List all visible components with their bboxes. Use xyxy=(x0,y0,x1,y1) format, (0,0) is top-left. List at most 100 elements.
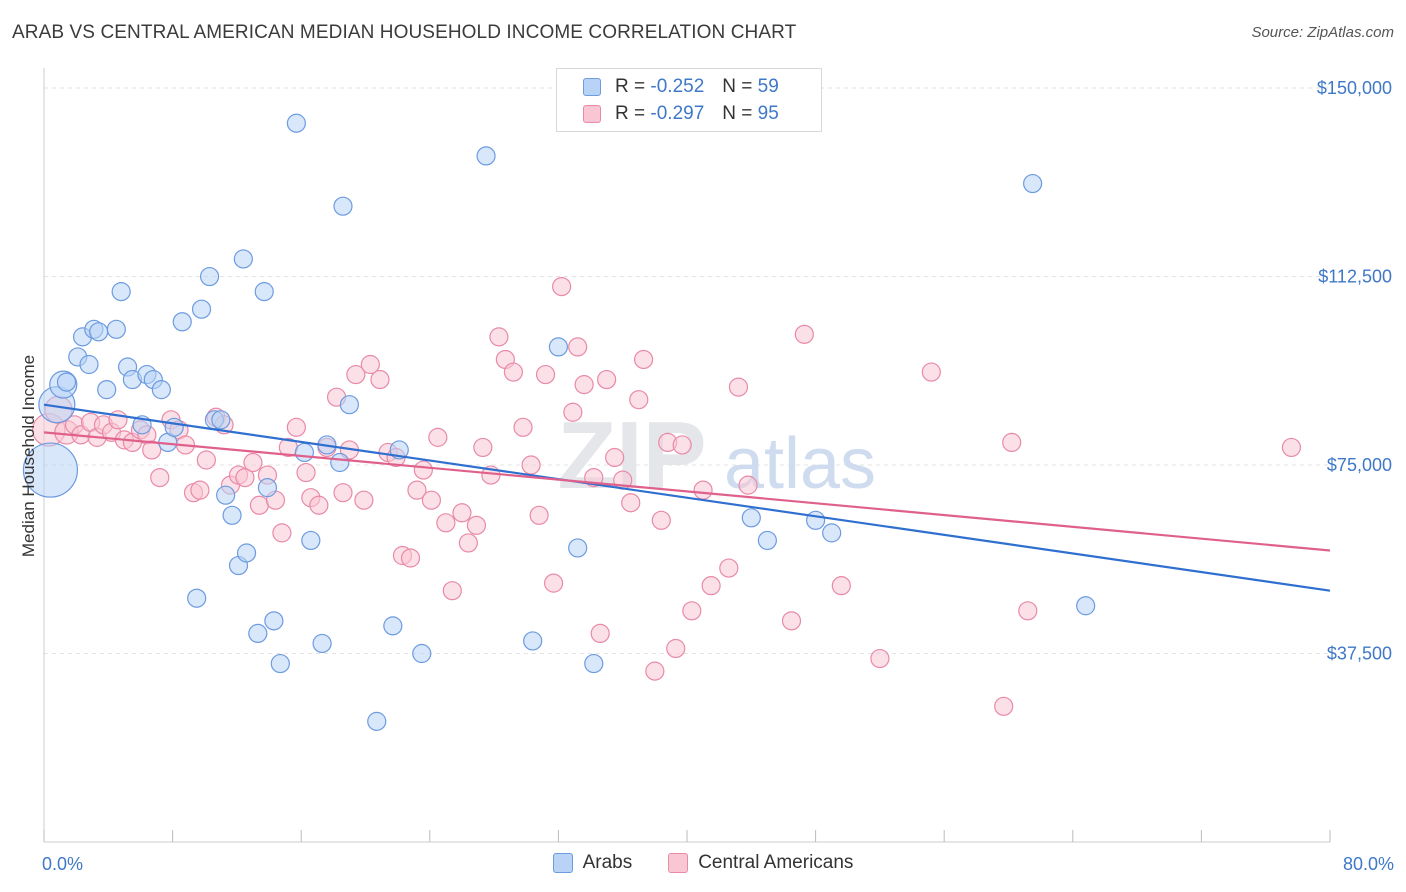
central-american-point xyxy=(605,447,625,468)
arab-point xyxy=(476,146,496,166)
arab-point xyxy=(111,282,131,302)
central-american-point xyxy=(333,483,353,503)
arab-point xyxy=(548,337,569,357)
y-axis-label: Median Household Income xyxy=(19,355,38,557)
arab-point xyxy=(164,417,184,437)
central-american-point xyxy=(436,513,456,533)
arab-point xyxy=(286,113,306,133)
central-american-point xyxy=(473,437,493,458)
y-tick-label: $75,000 xyxy=(1327,455,1392,475)
central-american-point xyxy=(633,349,654,370)
central-american-point xyxy=(142,440,162,460)
arab-point xyxy=(257,478,278,498)
arab-point xyxy=(106,319,126,339)
central-american-point xyxy=(870,648,890,669)
central-american-point xyxy=(442,581,462,601)
central-american-point xyxy=(738,475,758,495)
central-american-point xyxy=(521,455,541,475)
x-tick-label: 80.0% xyxy=(1343,854,1394,874)
arab-point xyxy=(757,530,777,551)
arab-point xyxy=(339,395,360,415)
arab-point xyxy=(211,410,231,430)
central-american-point xyxy=(693,480,713,500)
arab-point xyxy=(264,611,284,631)
arab-point xyxy=(79,354,99,375)
central-american-point xyxy=(921,362,941,382)
x-tick-labels: 0.0% 80.0% xyxy=(42,854,1394,874)
arab-point xyxy=(1076,596,1096,616)
central-american-point xyxy=(243,452,263,473)
legend-swatch-central-americans xyxy=(583,105,601,123)
arab-point xyxy=(56,372,77,392)
central-american-point xyxy=(597,369,617,390)
arab-point xyxy=(97,380,117,400)
central-american-point xyxy=(400,548,421,568)
legend-swatch-arabs xyxy=(552,853,573,873)
legend-swatch-central-americans xyxy=(668,853,689,873)
arab-point xyxy=(236,543,257,563)
arab-point xyxy=(22,442,79,498)
central-american-point xyxy=(249,495,270,515)
arab-point xyxy=(254,282,274,302)
legend-item-arabs[interactable]: Arabs xyxy=(552,852,633,874)
y-tick-label: $150,000 xyxy=(1317,78,1392,98)
central-american-point xyxy=(458,533,478,553)
central-american-point xyxy=(552,276,572,297)
central-american-point xyxy=(672,435,692,455)
arab-point xyxy=(172,312,192,332)
central-american-point xyxy=(190,480,210,500)
series-legend: Arabs Central Americans xyxy=(0,852,1406,874)
arab-point xyxy=(199,266,220,287)
legend-row-central-americans: R = -0.297 N = 95 xyxy=(583,101,779,127)
central-american-point xyxy=(503,362,523,382)
chart-source: Source: ZipAtlas.com xyxy=(1251,24,1394,41)
y-tick-labels: $37,500 $75,000 $112,500 $150,000 xyxy=(1317,78,1392,663)
central-american-point xyxy=(513,417,533,437)
arab-point xyxy=(89,322,109,342)
arab-point xyxy=(294,442,315,463)
central-american-point xyxy=(407,480,427,500)
legend-item-central-americans[interactable]: Central Americans xyxy=(668,852,853,874)
arab-point xyxy=(270,653,290,674)
arab-point xyxy=(222,505,242,525)
central-american-point xyxy=(1002,432,1022,453)
legend-label-arabs: Arabs xyxy=(582,852,633,873)
legend-swatch-arabs xyxy=(583,78,601,96)
legend-n-value: 95 xyxy=(757,103,779,124)
legend-r-value: -0.297 xyxy=(650,103,705,124)
arab-point xyxy=(822,523,842,543)
central-american-point xyxy=(1281,437,1302,458)
central-american-point xyxy=(413,460,433,480)
central-american-point xyxy=(994,696,1014,716)
central-american-point xyxy=(428,427,448,447)
central-american-point xyxy=(535,364,556,385)
central-american-point xyxy=(452,503,472,523)
central-american-point xyxy=(150,467,170,488)
legend-r-label: R = xyxy=(615,76,646,97)
arab-point xyxy=(248,623,268,644)
central-american-point xyxy=(286,417,306,437)
central-american-point xyxy=(629,390,649,410)
x-tick-label: 0.0% xyxy=(42,854,83,874)
central-american-point xyxy=(621,493,641,513)
arab-point xyxy=(412,643,432,664)
central-american-point xyxy=(666,638,686,659)
central-american-point xyxy=(568,337,588,357)
chart-title: ARAB VS CENTRAL AMERICAN MEDIAN HOUSEHOL… xyxy=(12,22,797,43)
arab-point xyxy=(191,299,212,319)
central-american-point xyxy=(794,324,814,344)
central-american-point xyxy=(360,354,380,375)
legend-r-value: -0.252 xyxy=(650,76,705,97)
central-american-point xyxy=(563,402,583,422)
central-american-point xyxy=(781,611,802,631)
central-american-point xyxy=(543,573,564,593)
arab-point xyxy=(233,249,253,269)
central-american-point xyxy=(272,523,292,543)
central-american-point xyxy=(354,490,374,510)
central-american-point xyxy=(489,327,509,347)
arab-point xyxy=(568,538,588,558)
legend-label-central-americans: Central Americans xyxy=(698,852,854,873)
y-tick-label: $37,500 xyxy=(1327,644,1392,664)
y-tick-label: $112,500 xyxy=(1318,267,1392,287)
arab-point xyxy=(312,633,332,654)
